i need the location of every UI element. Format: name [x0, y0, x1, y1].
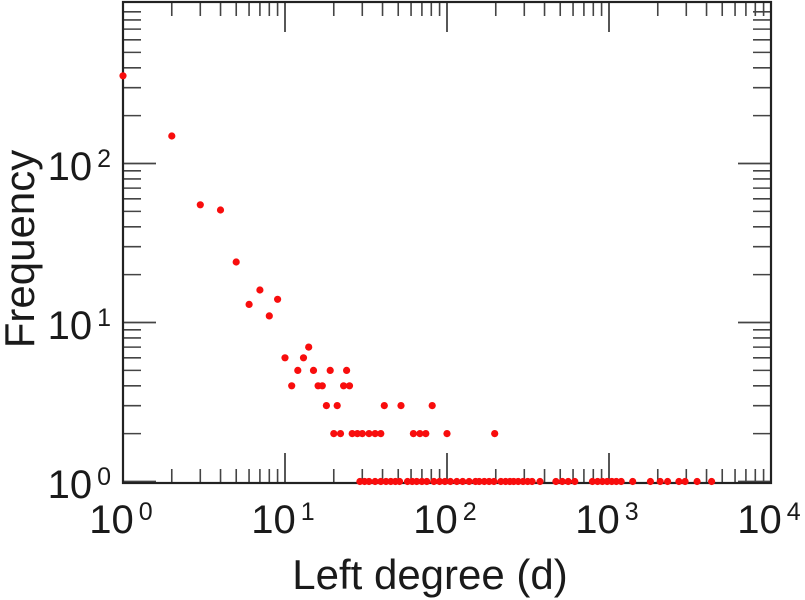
data-point: [681, 477, 689, 486]
x-tick-label: 10 1: [251, 498, 315, 542]
data-point: [265, 312, 273, 320]
plot-frame: [121, 0, 773, 485]
data-point: [345, 382, 354, 390]
data-point: [629, 477, 637, 486]
data-point: [333, 402, 341, 410]
y-axis-title: Frequency: [0, 149, 43, 349]
data-point: [441, 477, 449, 486]
data-point: [465, 477, 473, 486]
data-point: [409, 430, 417, 438]
data-point: [309, 366, 318, 374]
data-point: [397, 402, 405, 410]
x-tick-label-base: 10: [737, 498, 782, 542]
data-point: [305, 343, 313, 351]
data-point: [371, 430, 379, 438]
data-point: [588, 477, 597, 486]
data-point: [168, 132, 176, 140]
data-point: [490, 477, 498, 486]
data-point: [536, 477, 544, 486]
y-tick-label-base: 10: [47, 144, 93, 189]
data-point: [245, 300, 253, 308]
data-point: [326, 366, 334, 374]
data-point: [343, 366, 351, 374]
x-tick-label-exponent: 2: [462, 498, 477, 526]
data-point: [491, 430, 499, 438]
data-point: [348, 430, 356, 438]
y-tick-label-base: 10: [47, 303, 93, 348]
data-point: [413, 477, 421, 486]
data-point: [428, 402, 436, 410]
x-tick-label: 10 4: [737, 498, 801, 542]
data-point: [446, 477, 454, 486]
data-point: [288, 382, 296, 390]
data-point: [294, 366, 302, 374]
data-point: [436, 477, 444, 486]
x-tick-label-base: 10: [251, 498, 296, 542]
data-point: [256, 286, 264, 294]
x-tick-label-base: 10: [575, 498, 620, 542]
data-point: [656, 477, 664, 486]
x-tick-label: 10 0: [89, 498, 153, 542]
data-point: [708, 477, 716, 486]
data-point: [443, 430, 451, 438]
data-point: [196, 201, 204, 209]
data-point: [459, 477, 467, 486]
data-point: [281, 354, 289, 362]
y-tick-label-exponent: 1: [97, 303, 111, 332]
y-tick-label-base: 10: [47, 462, 93, 507]
data-point: [299, 354, 308, 362]
x-tick-label-exponent: 3: [624, 498, 639, 526]
data-point: [422, 430, 430, 438]
x-tick-label: 10 3: [575, 498, 639, 542]
data-point: [358, 430, 366, 438]
x-tick-label-exponent: 1: [300, 498, 315, 526]
data-point: [336, 430, 345, 438]
data-point: [571, 477, 579, 486]
data-point: [675, 477, 683, 486]
y-tick-label: 10 2: [47, 144, 111, 189]
data-point: [558, 477, 566, 486]
data-point: [119, 72, 127, 80]
data-point: [330, 430, 338, 438]
data-point: [377, 477, 385, 486]
data-point: [564, 477, 572, 486]
data-point: [377, 430, 385, 438]
data-point: [216, 206, 225, 214]
data-point: [646, 477, 655, 486]
data-point: [430, 477, 438, 486]
data-point: [380, 402, 388, 410]
data-point: [318, 382, 326, 390]
data-point: [274, 295, 282, 303]
y-tick-label-exponent: 0: [97, 462, 111, 491]
data-point: [416, 430, 424, 438]
data-point: [365, 477, 373, 486]
data-point: [232, 258, 240, 266]
x-tick-label-base: 10: [89, 498, 134, 542]
data-point: [322, 402, 330, 410]
data-point: [371, 477, 379, 486]
data-point: [528, 477, 536, 486]
y-tick-label: 10 1: [47, 303, 111, 348]
data-point: [453, 477, 461, 486]
data-point: [617, 477, 625, 486]
data-point: [664, 477, 672, 486]
data-point: [552, 477, 560, 486]
x-tick-label-exponent: 4: [786, 498, 801, 526]
data-point: [475, 477, 483, 486]
data-point: [423, 477, 431, 486]
data-point: [396, 477, 404, 486]
y-tick-label: 10 0: [47, 462, 111, 507]
data-point: [693, 477, 701, 486]
y-tick-label-exponent: 2: [97, 144, 111, 173]
x-tick-label: 10 2: [413, 498, 477, 542]
data-point: [340, 382, 348, 390]
data-point: [365, 430, 373, 438]
x-tick-label-base: 10: [413, 498, 458, 542]
x-axis-title: Left degree (d): [292, 551, 568, 598]
x-tick-label-exponent: 0: [138, 498, 153, 526]
